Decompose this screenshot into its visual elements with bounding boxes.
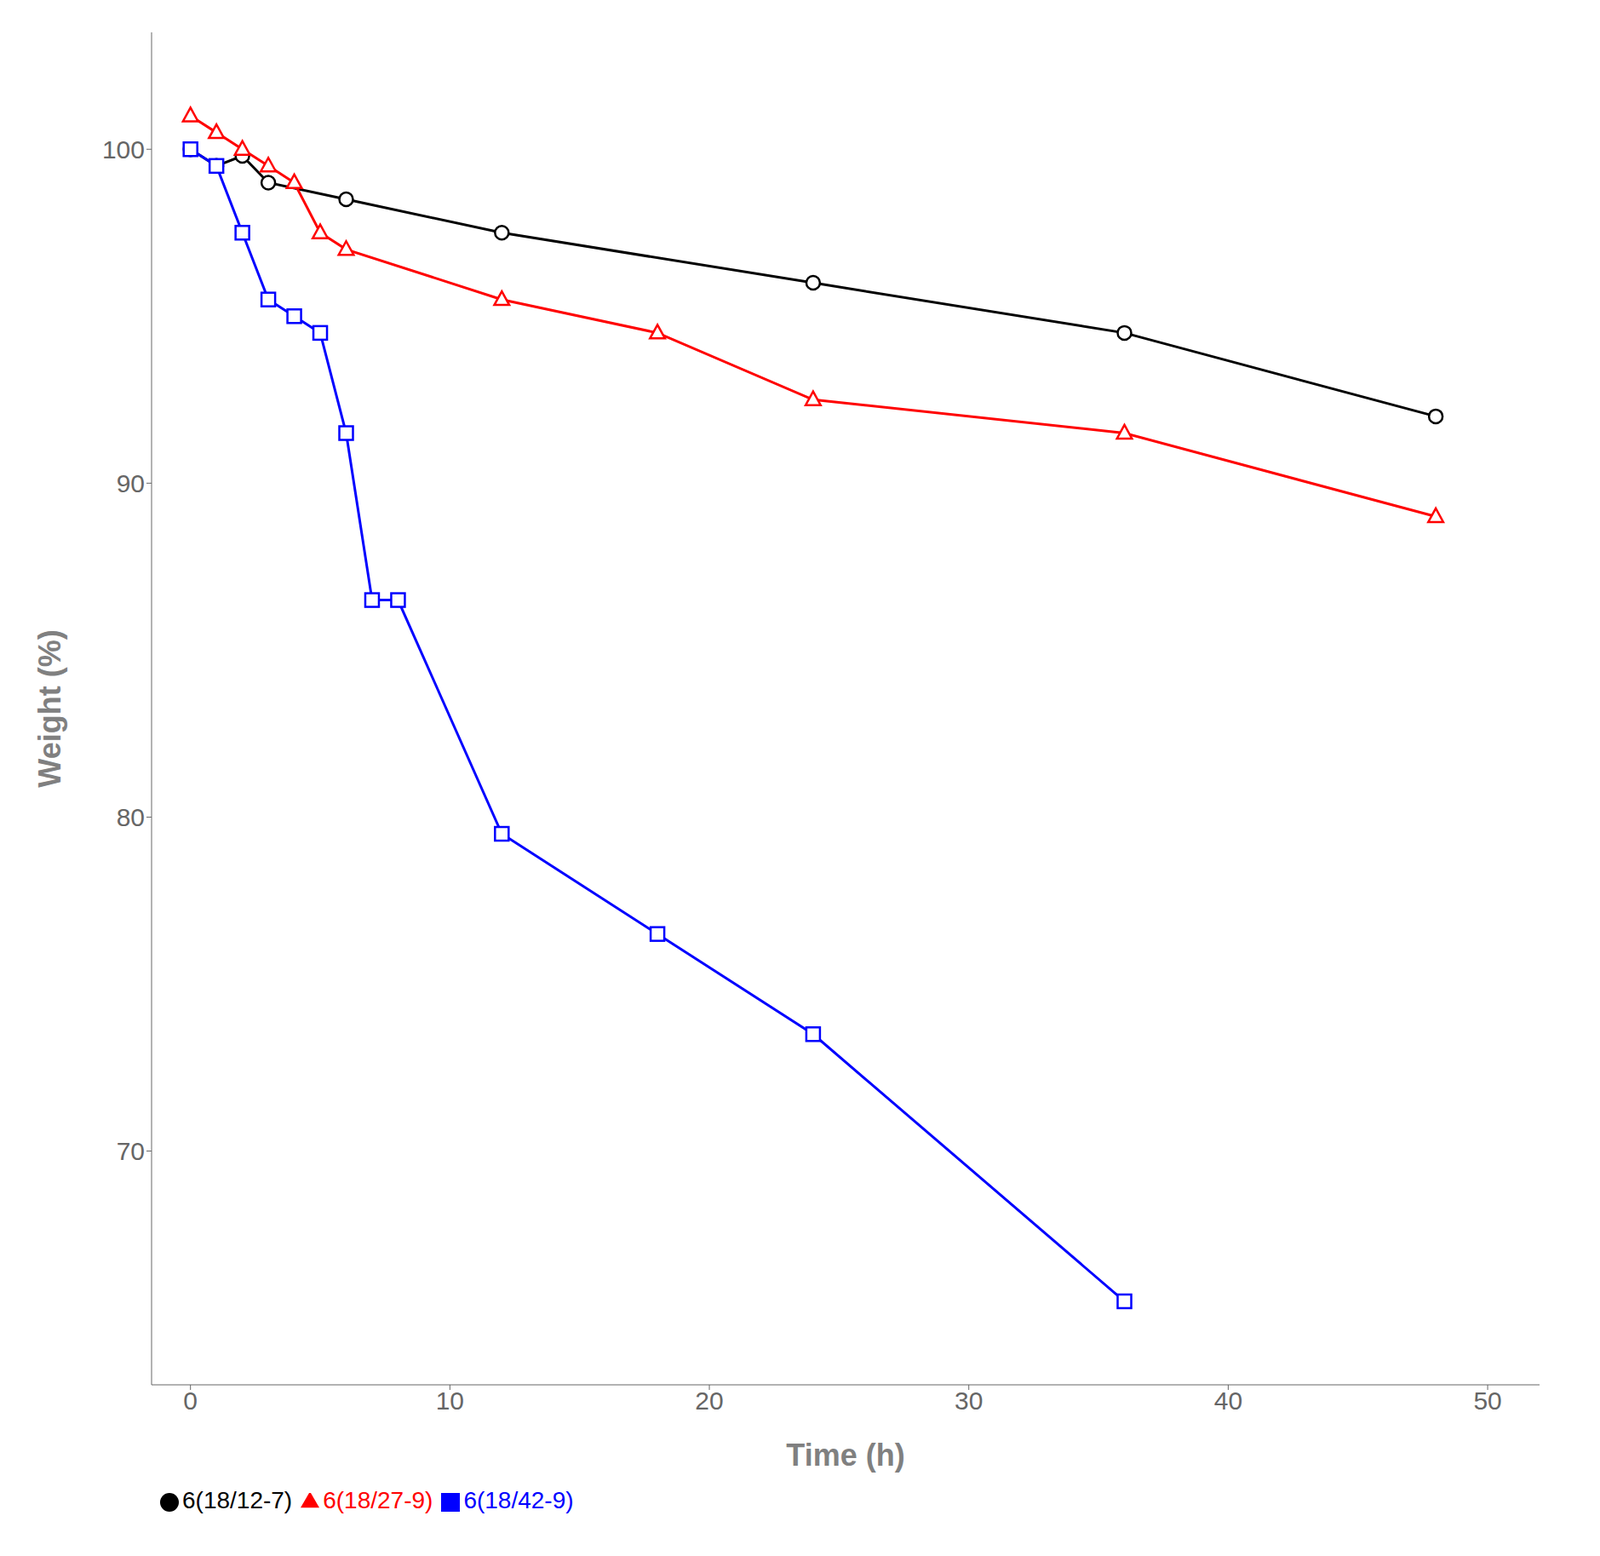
svg-text:50: 50 [1473, 1386, 1502, 1415]
svg-text:90: 90 [116, 469, 145, 498]
svg-text:10: 10 [435, 1386, 465, 1415]
html-text:6(18/27-9): 6(18/27-9) [322, 1486, 433, 1514]
svg-text:40: 40 [1214, 1386, 1243, 1415]
html-text:6(18/42-9): 6(18/42-9) [463, 1486, 574, 1514]
svg-text:70: 70 [116, 1136, 145, 1165]
svg-text:30: 30 [954, 1386, 983, 1415]
svg-text:100: 100 [102, 135, 145, 164]
html-text:6(18/12-7): 6(18/12-7) [182, 1486, 293, 1514]
svg-text:80: 80 [116, 802, 145, 832]
svg-text:Time (h): Time (h) [785, 1437, 905, 1473]
svg-text:20: 20 [694, 1386, 723, 1415]
svg-text:Weight (%): Weight (%) [32, 629, 68, 787]
svg-text:0: 0 [183, 1386, 198, 1415]
